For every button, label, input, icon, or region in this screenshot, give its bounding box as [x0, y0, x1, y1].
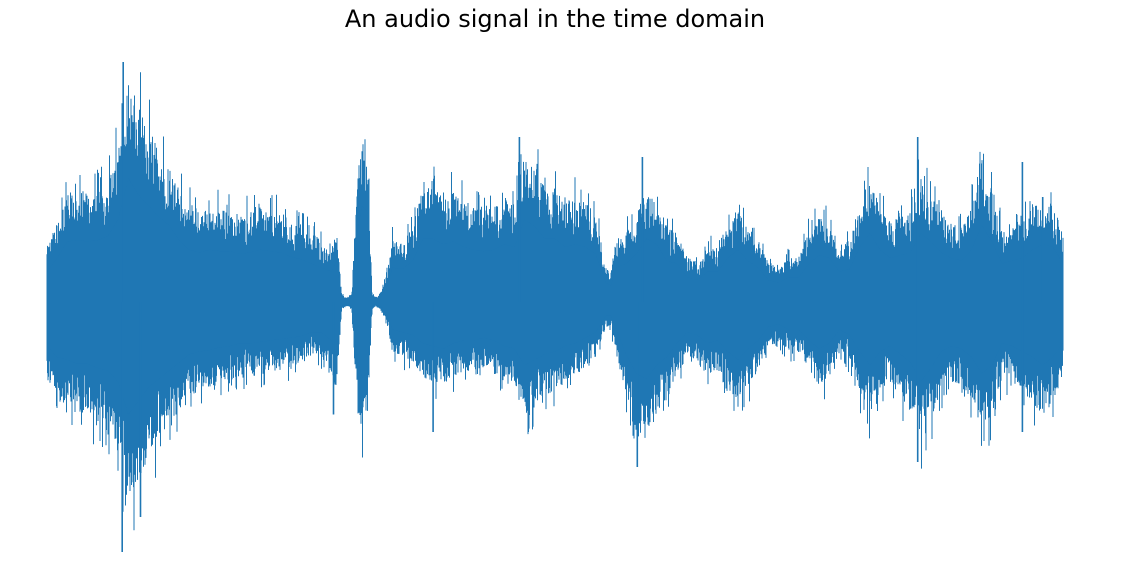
waveform-series [46, 62, 1064, 552]
chart-title: An audio signal in the time domain [344, 5, 766, 33]
waveform-core [47, 178, 1063, 415]
